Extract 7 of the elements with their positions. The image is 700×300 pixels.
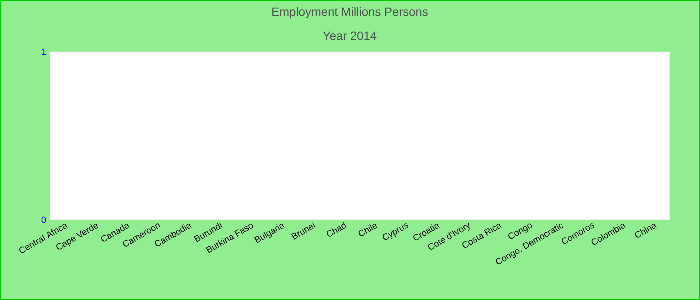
x-tick-label: China <box>635 224 658 238</box>
x-tick-label: Chad <box>327 222 347 237</box>
y-tick-label: 0 <box>42 216 46 224</box>
y-tick-label: 1 <box>42 48 46 56</box>
chart-title: Employment Millions Persons <box>272 7 428 19</box>
x-tick-label: Chile <box>358 224 378 236</box>
chart-subtitle: Year 2014 <box>323 32 377 40</box>
